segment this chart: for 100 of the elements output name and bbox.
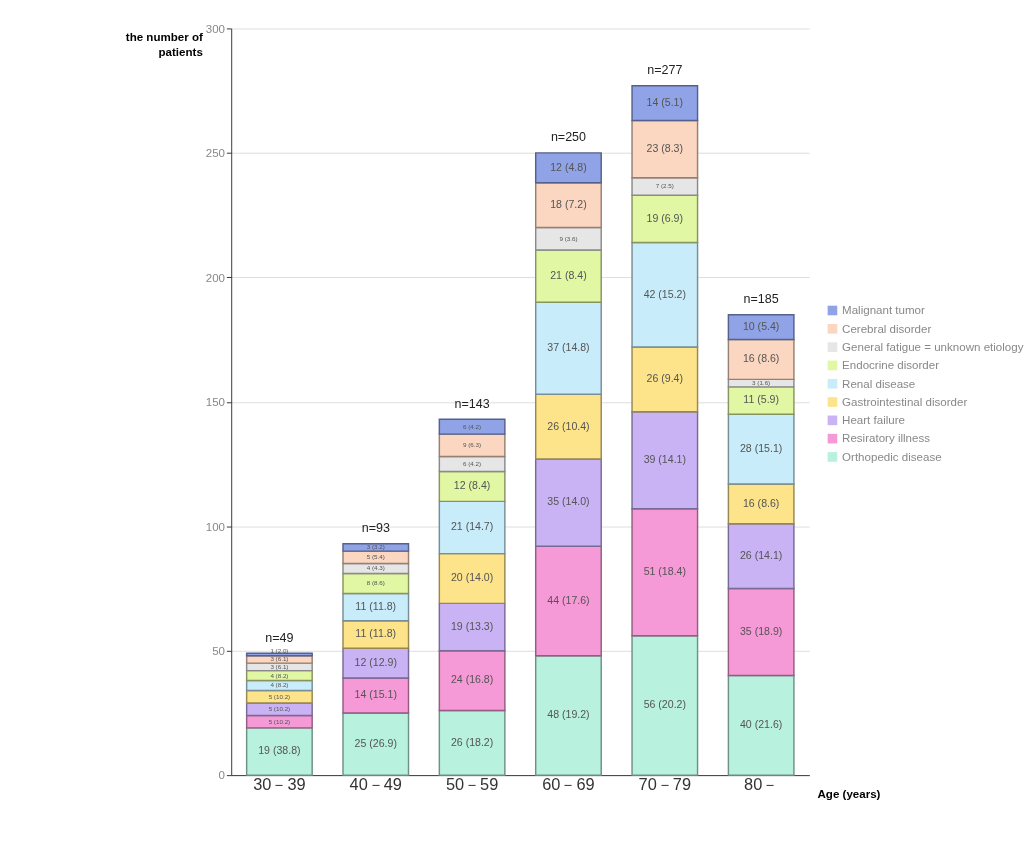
data-label: 14 (15.1) xyxy=(354,688,397,701)
data-label: 21 (14.7) xyxy=(450,520,494,533)
data-label: 23 (8.3) xyxy=(646,142,684,155)
data-label: 12 (8.4) xyxy=(453,479,491,492)
bar xyxy=(534,458,602,547)
legend-label: General fatigue = unknown etiology xyxy=(842,340,1024,353)
data-label: 18 (7.2) xyxy=(550,198,587,211)
data-label: 26 (9.4) xyxy=(646,372,684,385)
y-axis-title: the number of patients xyxy=(125,31,203,58)
bar xyxy=(342,572,410,595)
bar xyxy=(534,393,602,460)
bar xyxy=(534,226,602,251)
bar xyxy=(534,654,602,776)
data-label: 26 (14.1) xyxy=(739,549,783,561)
x-tick-label: 30－39 xyxy=(253,775,306,794)
bar xyxy=(534,545,602,657)
bar xyxy=(534,152,602,184)
bar xyxy=(534,249,602,303)
bar xyxy=(631,635,699,776)
data-label: 19 (38.8) xyxy=(258,744,301,757)
y-tick-label: 0 xyxy=(218,769,225,782)
bar xyxy=(342,542,410,552)
bar xyxy=(727,674,795,776)
y-tick-label: 50 xyxy=(212,645,225,658)
bar xyxy=(534,301,602,396)
legend-label: Orthopedic disease xyxy=(842,450,942,463)
data-label: 16 (8.6) xyxy=(742,496,780,509)
data-label: 26 (10.4) xyxy=(547,419,590,432)
x-axis-title: Age (years) xyxy=(817,787,881,800)
bar xyxy=(245,652,313,657)
legend-label: Endocrine disorder xyxy=(842,359,940,372)
bar xyxy=(245,727,313,776)
data-label: 11 (11.8) xyxy=(355,627,397,640)
total-label: n=277 xyxy=(647,63,683,78)
bar xyxy=(438,500,506,555)
y-tick-label: 150 xyxy=(205,396,225,409)
data-label: 48 (19.2) xyxy=(547,708,590,721)
data-label: 16 (8.6) xyxy=(742,352,780,365)
bar xyxy=(631,194,699,244)
data-label: 35 (14.0) xyxy=(547,495,590,508)
data-label: 20 (14.0) xyxy=(450,571,494,584)
data-label: 10 (5.4) xyxy=(742,320,780,333)
data-label: 12 (4.8) xyxy=(550,160,587,173)
total-label: n=185 xyxy=(743,292,779,307)
data-label: 19 (6.9) xyxy=(646,211,684,224)
data-label: 11 (5.9) xyxy=(743,393,779,406)
data-label: 21 (8.4) xyxy=(550,268,587,281)
bar xyxy=(727,523,795,590)
bar xyxy=(631,119,699,179)
bar xyxy=(631,241,699,348)
total-label: n=93 xyxy=(361,521,390,536)
bar xyxy=(631,411,699,510)
data-label: 11 (11.8) xyxy=(355,600,397,613)
total-label: n=250 xyxy=(550,130,587,145)
legend-label: Resiratory illness xyxy=(842,432,931,445)
legend-label: Gastrointestinal disorder xyxy=(842,395,968,408)
total-label: n=143 xyxy=(454,396,490,411)
bar xyxy=(727,338,795,381)
bar xyxy=(438,552,506,605)
x-tick-label: 80－ xyxy=(744,775,779,794)
data-label: 51 (18.4) xyxy=(643,565,686,578)
data-label: 39 (14.1) xyxy=(643,453,686,466)
y-tick-label: 300 xyxy=(205,22,225,35)
bar xyxy=(438,649,506,712)
bar xyxy=(631,84,699,122)
x-tick-label: 60－69 xyxy=(542,775,595,794)
y-tick-label: 100 xyxy=(205,520,225,533)
legend-label: Heart failure xyxy=(842,414,905,427)
data-label: 26 (18.2) xyxy=(450,735,494,748)
data-label: 42 (15.2) xyxy=(643,287,686,300)
data-label: 14 (5.1) xyxy=(646,96,684,108)
data-label: 35 (18.9) xyxy=(739,624,783,637)
bar xyxy=(727,413,795,485)
legend-label: Renal disease xyxy=(842,377,916,390)
data-label: 24 (16.8) xyxy=(450,673,494,686)
data-label: 28 (15.1) xyxy=(739,441,783,454)
bar xyxy=(438,418,506,435)
y-tick-label: 250 xyxy=(205,147,225,160)
data-label: 40 (21.6) xyxy=(739,718,783,731)
legend-label: Cerebral disorder xyxy=(842,322,932,335)
bar xyxy=(727,313,795,341)
data-label: 12 (12.9) xyxy=(354,656,397,669)
total-label: n=49 xyxy=(265,630,294,645)
x-tick-label: 70－79 xyxy=(638,775,692,794)
bar xyxy=(534,182,602,229)
bar xyxy=(438,709,506,776)
bar xyxy=(438,602,506,652)
bar xyxy=(342,712,410,776)
legend-label: Malignant tumor xyxy=(842,304,926,317)
x-tick-label: 40－49 xyxy=(349,775,402,794)
bar xyxy=(727,587,795,677)
data-label: 37 (14.8) xyxy=(547,341,590,354)
data-label: 44 (17.6) xyxy=(547,593,590,606)
x-tick-label: 50－59 xyxy=(445,775,499,794)
y-tick-label: 200 xyxy=(205,271,225,284)
bar xyxy=(631,346,699,413)
bar xyxy=(631,508,699,637)
data-label: 25 (26.9) xyxy=(354,736,397,749)
data-label: 19 (13.3) xyxy=(450,619,494,632)
data-label: 56 (20.2) xyxy=(643,698,686,711)
